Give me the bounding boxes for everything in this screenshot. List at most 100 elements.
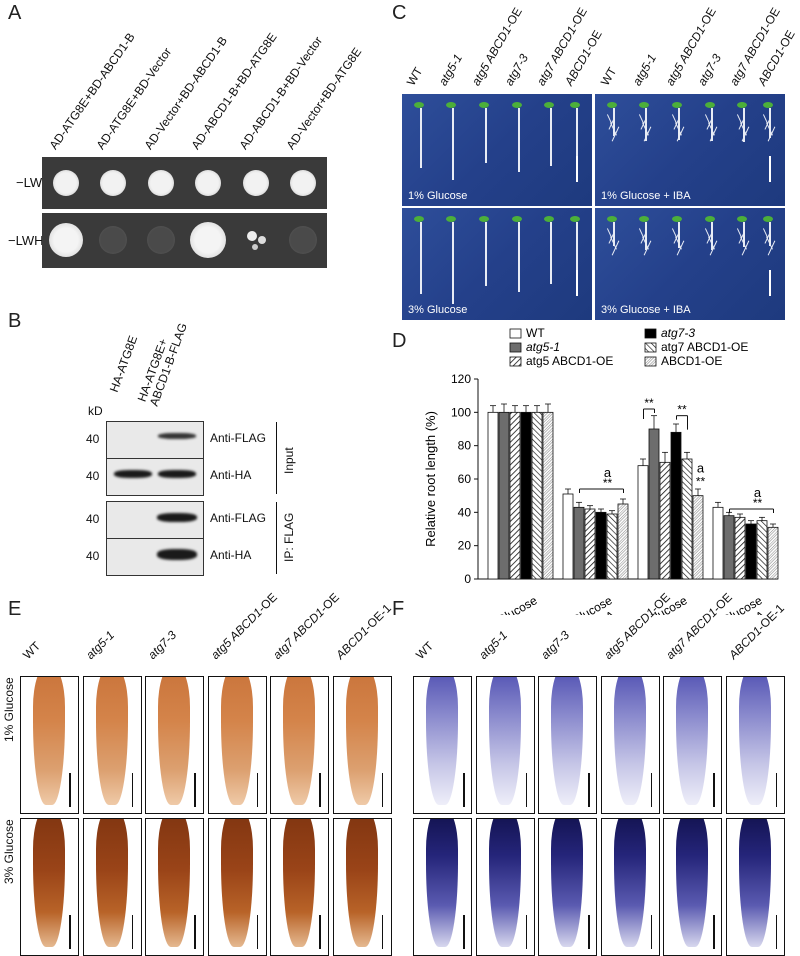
root-tip [95,677,128,805]
seedling-root [743,108,745,142]
scale-bar [69,915,71,949]
seedling-root [769,222,771,246]
root-image-box [270,676,329,814]
panel-label-f: F [392,598,405,620]
scale-bar [319,915,321,949]
input-bracket [276,422,277,494]
bar [756,520,768,580]
seedling-root [485,108,487,163]
root-image-box [475,676,535,814]
seedling-cotyledon [570,102,580,108]
bar [734,516,746,580]
condition-label: 3% Glucose [408,304,468,316]
legend-label: atg5 ABCD1-OE [526,354,613,368]
bar [681,458,693,580]
antibody-label-2: Anti-HA [210,468,252,482]
root-tip [426,819,458,947]
yeast-colony-lwh [49,223,83,257]
band-input-ha-2 [158,470,196,478]
band-input-flag [158,433,196,439]
root-image-box [270,818,329,956]
yeast-colony-lw [100,170,126,196]
seedling-cotyledon [607,216,617,222]
scale-bar [319,773,321,807]
genotype-label: atg5-1 [82,628,117,662]
panel-label-d: D [392,330,407,352]
scale-bar [256,915,258,949]
y-tick-label: 120 [451,372,471,386]
seedling-cotyledon [544,102,554,108]
seedling-root [485,222,487,286]
blot-input-flag [106,421,204,459]
y-tick-label: 60 [458,472,472,486]
scale-bar [576,156,578,182]
scale-bar [713,915,715,949]
yeast-plate-lw [42,157,327,209]
legend-swatch [644,328,657,339]
root-image-box [332,818,392,956]
bar [595,511,607,580]
bar [670,431,682,580]
seedling-cotyledon [607,102,617,108]
root-tip [220,819,253,947]
c-genotype-label: WT [403,64,426,88]
x-category-label-line: +IBA [737,608,767,615]
root-tip [158,819,190,947]
root-image-box [332,676,392,814]
root-image-box [207,676,267,814]
seedling-cotyledon [705,102,715,108]
bar [692,495,704,580]
root-tip [488,677,521,805]
scale-bar [769,156,771,182]
genotype-label: WT [20,638,44,662]
c-genotype-label: atg5-1 [629,51,660,88]
bar [498,411,510,580]
genotype-label: ABCD1-OE-1 [332,601,394,662]
root-tip [345,677,378,805]
ip-bracket [276,502,277,574]
root-length-chart: 0 20 40 60 80 100 120 Relative root length (%) 1… [423,326,779,615]
scale-bar [463,773,465,807]
bar [659,461,671,580]
root-tip [738,677,771,805]
lane-label-2: HA-ATG8E+ ABCD1-B-FLAG [135,317,190,408]
seedling-cotyledon [446,216,456,222]
seedling-root [743,222,745,247]
seedling-cotyledon [639,102,649,108]
e-row-label-1: 1% Glucose [2,677,16,742]
sig-star-label: ** [696,475,706,489]
scale-bar [463,915,465,949]
band-input-ha-1 [114,470,152,478]
root-tip [613,677,646,805]
yeast-colony-lwh [99,226,127,254]
a-column-label: AD-ABCD1-B+BD-ATG8E [188,30,280,153]
bar [745,523,757,580]
genotype-label: WT [413,638,437,662]
y-tick-label: 20 [458,539,472,553]
group-label-input: Input [282,447,296,474]
condition-label: 1% Glucose [408,190,468,202]
seedling-root [420,222,422,294]
bar [767,526,779,580]
legend-label: atg7-3 [661,326,695,340]
seedling-cotyledon [737,102,747,108]
yeast-colony-lwh [190,222,226,258]
seedling-root [678,108,680,140]
root-image-box [600,676,660,814]
seedling-cotyledon [763,102,773,108]
scale-bar [588,773,590,807]
yeast-colony-lwh [289,226,317,254]
y-axis-label: Relative root length (%) [423,411,438,547]
condition-label: 1% Glucose + IBA [601,190,691,202]
yeast-plate-lwh [42,213,327,268]
plate-3pct-glucose: 3% Glucose [402,208,592,320]
root-tip [283,677,315,805]
root-image-box [145,818,204,956]
y-tick-label: 100 [451,405,471,419]
scale-bar [650,915,652,949]
seedling-root [678,222,680,248]
root-tip [551,819,583,947]
seedling-root [576,222,578,272]
seedling-cotyledon [763,216,773,222]
panel-label-a: A [8,2,22,24]
